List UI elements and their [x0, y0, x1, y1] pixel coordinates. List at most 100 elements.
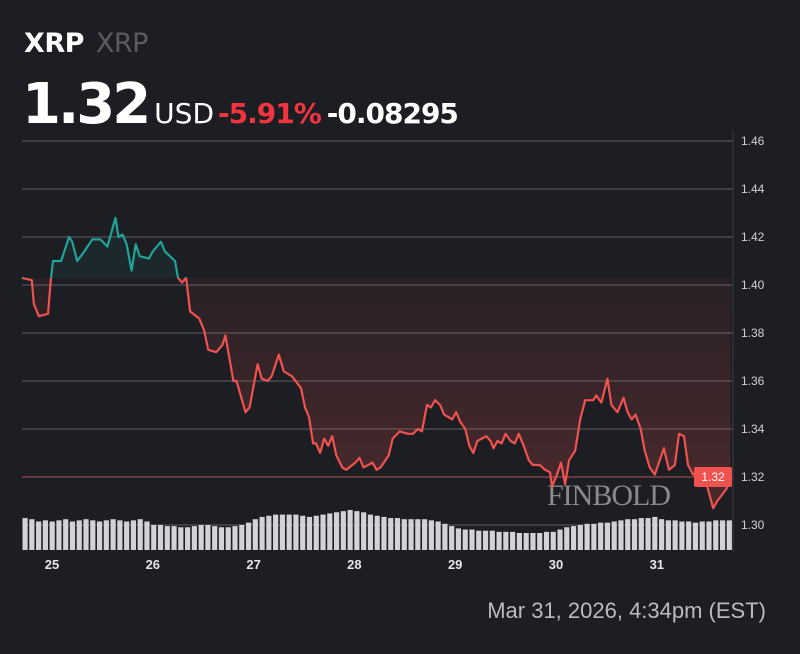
volume-bar — [422, 519, 428, 550]
volume-bar — [259, 516, 265, 550]
volume-bar — [76, 520, 82, 550]
volume-bar — [388, 518, 394, 550]
x-tick-label: 25 — [45, 557, 59, 572]
volume-bar — [185, 527, 191, 550]
volume-bar — [191, 526, 197, 550]
volume-bar — [69, 521, 76, 550]
volume-bar — [137, 519, 143, 550]
volume-bar — [584, 523, 590, 550]
volume-bar — [340, 511, 346, 550]
volume-bar — [503, 531, 509, 550]
volume-bar — [306, 516, 313, 550]
volume-bar — [455, 528, 462, 550]
y-tick-label: 1.30 — [741, 518, 765, 532]
volume-bar — [428, 520, 434, 550]
volume-bar — [672, 520, 678, 550]
volume-bar — [36, 521, 42, 550]
volume-bar — [29, 519, 35, 550]
volume-bar — [171, 526, 177, 550]
price-line-down — [21, 277, 732, 510]
volume-bar — [564, 527, 570, 550]
area-fill-down — [21, 277, 731, 509]
volume-bar — [252, 519, 258, 550]
x-tick-label: 29 — [448, 557, 462, 572]
volume-bar — [90, 520, 96, 550]
volume-bar — [347, 510, 353, 550]
volume-bar — [279, 514, 285, 550]
volume-bar — [638, 518, 644, 550]
volume-bar — [130, 520, 137, 550]
volume-bar — [212, 526, 218, 550]
asset-name: XRP — [95, 28, 149, 59]
volume-bar — [598, 522, 604, 550]
volume-bar — [205, 524, 211, 550]
volume-bar — [726, 520, 732, 550]
volume-bar — [124, 521, 130, 550]
change-absolute: -0.08295 — [326, 97, 459, 130]
volume-bar — [604, 522, 611, 550]
volume-bar — [679, 521, 685, 550]
volume-bar — [178, 527, 184, 550]
last-price-label: 1.32 — [701, 470, 725, 484]
y-tick-label: 1.40 — [741, 278, 765, 292]
volume-bar — [96, 521, 103, 550]
volume-bar — [293, 514, 299, 550]
volume-bar — [570, 526, 577, 550]
volume-bar — [361, 512, 367, 550]
volume-bar — [652, 516, 658, 550]
currency: USD — [154, 97, 214, 130]
volume-bar — [320, 514, 326, 550]
volume-bar — [144, 521, 150, 550]
volume-bar — [510, 531, 516, 550]
volume-bar — [239, 524, 245, 550]
volume-bar — [117, 520, 123, 550]
y-tick-label: 1.36 — [741, 374, 765, 388]
quote-row: 1.32 USD -5.91% -0.08295 — [22, 72, 459, 137]
volume-bar — [22, 518, 28, 550]
change-percent: -5.91% — [218, 97, 322, 130]
volume-bar — [245, 522, 252, 550]
volume-bar — [591, 523, 597, 550]
price-line-up — [21, 216, 188, 278]
volume-bar — [63, 519, 69, 550]
finbold-watermark: FINBOLD — [547, 479, 670, 512]
volume-bar — [631, 519, 638, 550]
volume-bar — [530, 533, 536, 550]
x-tick-label: 27 — [246, 557, 260, 572]
y-tick-label: 1.44 — [741, 182, 765, 196]
volume-bar — [367, 514, 374, 550]
y-tick-label: 1.32 — [741, 470, 765, 484]
volume-bar — [686, 521, 692, 550]
volume-bar — [327, 513, 333, 550]
volume-bar — [618, 520, 624, 550]
volume-bar — [435, 521, 441, 550]
volume-bar — [266, 515, 272, 550]
volume-bar — [313, 515, 319, 550]
volume-bar — [300, 515, 306, 550]
volume-bar — [665, 520, 671, 550]
volume-bar — [692, 522, 699, 550]
volume-bar — [442, 523, 448, 550]
y-tick-label: 1.42 — [741, 230, 765, 244]
volume-bar — [333, 512, 340, 550]
volume-bar — [719, 520, 726, 550]
asset-header: XRP XRP — [24, 28, 148, 59]
volume-bar — [476, 530, 482, 550]
volume-bar — [42, 520, 48, 550]
volume-bar — [611, 521, 617, 550]
volume-bar — [218, 527, 225, 550]
volume-bar — [625, 519, 631, 550]
x-tick-label: 26 — [146, 557, 160, 572]
volume-bar — [462, 529, 468, 550]
volume-bar — [706, 521, 712, 550]
volume-bar — [394, 518, 401, 550]
volume-bar — [225, 527, 231, 550]
y-tick-label: 1.46 — [741, 134, 765, 148]
volume-bar — [577, 524, 583, 550]
volume-bar — [415, 519, 421, 550]
volume-bar — [523, 533, 529, 550]
volume-bar — [49, 521, 55, 550]
area-fill-up — [51, 217, 178, 278]
current-price: 1.32 — [22, 72, 151, 137]
y-tick-label: 1.34 — [741, 422, 765, 436]
